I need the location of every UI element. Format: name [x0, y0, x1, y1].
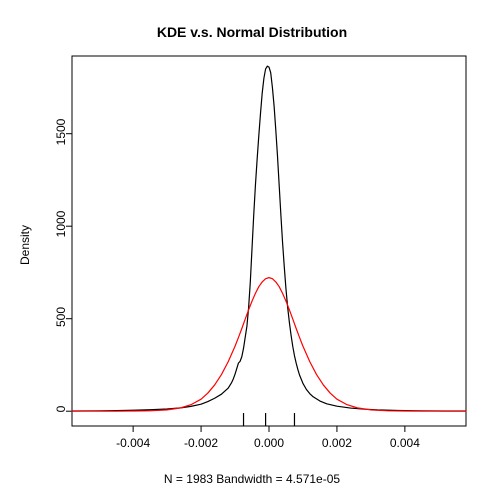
y-tick-label: 500	[54, 297, 68, 337]
plot-svg	[0, 0, 504, 504]
y-tick-label: 0	[54, 389, 68, 429]
x-tick-label: 0.004	[380, 436, 430, 450]
x-tick-label: -0.002	[176, 436, 226, 450]
x-tick-label: 0.002	[312, 436, 362, 450]
chart-container: { "chart": { "type": "density", "title":…	[0, 0, 504, 504]
x-tick-label: -0.004	[108, 436, 158, 450]
y-tick-label: 1500	[54, 112, 68, 152]
x-tick-label: 0.000	[244, 436, 294, 450]
y-tick-label: 1000	[54, 204, 68, 244]
